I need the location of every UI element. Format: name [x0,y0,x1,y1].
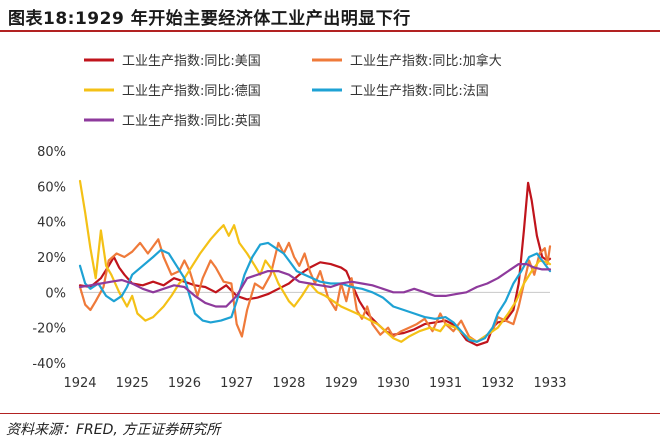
series-line-1 [78,181,552,347]
y-axis-ticks: 80% 60% 40% 20% 0% -20% -40% [32,145,66,372]
legend-label: 工业生产指数:同比:德国 [122,84,261,99]
y-tick-label: 80% [37,145,66,160]
y-tick-label: 20% [37,251,66,266]
title-bar: 图表18:1929 年开始主要经济体工业产出明显下行 [0,0,660,32]
x-tick-label: 1930 [377,376,410,391]
x-tick-label: 1931 [429,376,462,391]
x-tick-label: 1933 [533,376,566,391]
series-line-5 [78,263,552,308]
x-tick-label: 1928 [272,376,305,391]
y-tick-label: 40% [37,216,66,231]
series-lines [78,179,552,347]
figure-title: 图表18:1929 年开始主要经济体工业产出明显下行 [8,9,411,29]
series-line-3 [78,179,552,343]
y-tick-label: -40% [32,357,66,372]
legend-label: 工业生产指数:同比:英国 [122,114,261,129]
y-tick-label: -20% [32,322,66,337]
x-axis-ticks: 1924 1925 1926 1927 1928 1929 1930 1931 1932 1933 [63,376,566,391]
title-rule [0,30,660,32]
x-tick-label: 1929 [325,376,358,391]
legend-label: 工业生产指数:同比:美国 [122,54,261,69]
x-tick-label: 1924 [63,376,96,391]
y-tick-label: 0% [45,286,66,301]
source-note: 资料来源：FRED, 方正证券研究所 [6,422,221,438]
x-tick-label: 1925 [116,376,149,391]
legend-label: 工业生产指数:同比:加拿大 [350,53,502,69]
legend-label: 工业生产指数:同比:法国 [350,84,489,99]
source-rule [0,413,660,414]
x-tick-label: 1926 [168,376,201,391]
series-line-4 [78,241,552,343]
x-tick-label: 1932 [481,376,514,391]
x-tick-label: 1927 [220,376,253,391]
y-tick-label: 60% [37,180,66,195]
